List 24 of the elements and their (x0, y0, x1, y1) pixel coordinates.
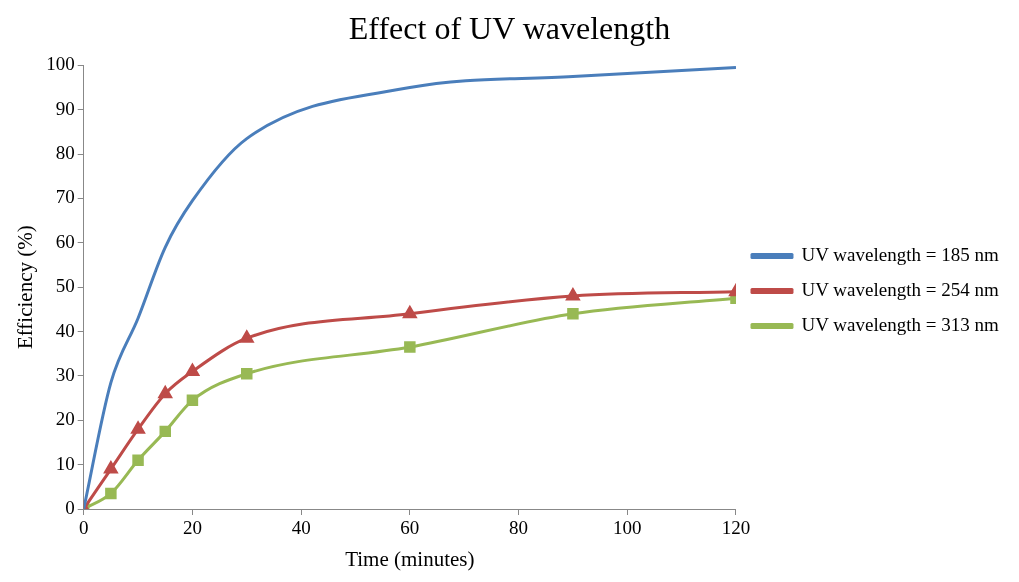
y-tick-label: 60 (55, 230, 75, 252)
x-tick-label: 40 (291, 517, 311, 539)
y-tick-label: 30 (55, 363, 75, 385)
y-axis-title: Efficiency (%) (13, 225, 38, 350)
x-tick-label: 80 (509, 517, 529, 539)
x-tick-label: 20 (182, 517, 202, 539)
x-tick-label: 100 (613, 517, 642, 539)
x-tick-label: 0 (78, 517, 89, 539)
y-tick-label: 50 (55, 275, 75, 297)
y-tick-label: 90 (55, 97, 75, 119)
y-tick-label: 100 (46, 53, 75, 75)
y-tick-label: 40 (55, 319, 75, 341)
y-tick-label: 10 (55, 452, 75, 474)
x-tick-label: 60 (400, 517, 420, 539)
x-tick-label: 120 (721, 517, 751, 539)
chart-title: Effect of UV wavelength (348, 9, 671, 46)
legend-label: UV wavelength = 313 nm (801, 313, 999, 335)
legend-label: UV wavelength = 185 nm (801, 243, 999, 265)
x-axis-title: Time (minutes) (345, 546, 475, 571)
legend-label: UV wavelength = 254 nm (801, 278, 999, 300)
y-tick-label: 20 (55, 408, 75, 430)
y-tick-label: 70 (55, 186, 75, 208)
y-tick-label: 80 (55, 142, 75, 164)
y-tick-label: 0 (65, 496, 75, 518)
